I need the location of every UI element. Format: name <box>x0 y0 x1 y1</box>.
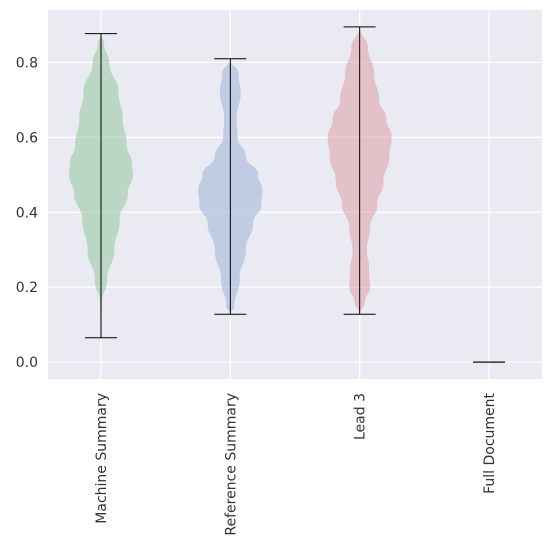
y-tick-label: 0.8 <box>16 55 38 71</box>
x-tick-label: Lead 3 <box>353 393 369 440</box>
y-tick-label: 0.4 <box>16 205 38 221</box>
x-axis: Machine Summary Reference Summary Lead 3 Fu… <box>94 392 498 535</box>
y-tick-label: 0.2 <box>16 280 38 296</box>
violins <box>69 26 505 363</box>
x-tick-label: Full Document <box>482 392 498 493</box>
x-tick-label: Reference Summary <box>223 393 239 536</box>
violin-reference-summary <box>198 58 263 315</box>
violin-machine-summary <box>69 33 133 339</box>
violin-lead-3 <box>327 26 392 315</box>
plot-background <box>48 10 542 379</box>
y-tick-label: 0.6 <box>16 130 38 146</box>
x-tick-label: Machine Summary <box>94 393 110 524</box>
y-tick-label: 0.0 <box>16 355 38 371</box>
y-axis: 0.0 0.2 0.4 0.6 0.8 <box>16 55 38 371</box>
